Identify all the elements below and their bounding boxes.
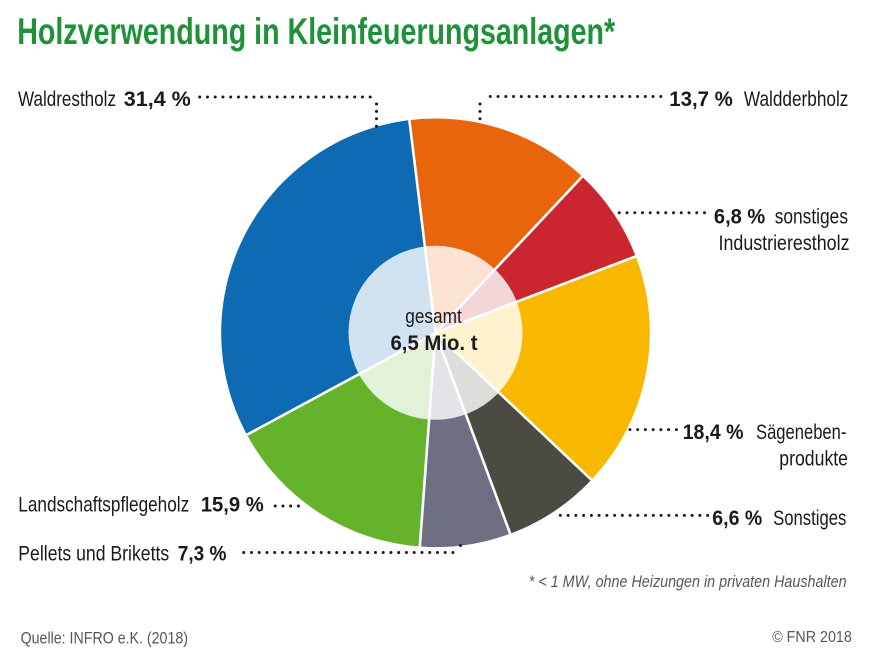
- svg-text:13,7 %: 13,7 %: [669, 88, 733, 111]
- svg-text:Waldrestholz: Waldrestholz: [18, 88, 116, 111]
- svg-text:Sägeneben-: Sägeneben-: [756, 421, 846, 444]
- svg-text:gesamt: gesamt: [405, 306, 462, 328]
- svg-text:* < 1 MW, ohne Heizungen in pr: * < 1 MW, ohne Heizungen in privaten Hau…: [529, 572, 847, 591]
- svg-text:Quelle: INFRO e.K. (2018): Quelle: INFRO e.K. (2018): [21, 629, 188, 648]
- svg-text:Pellets und Briketts: Pellets und Briketts: [18, 542, 169, 565]
- svg-text:sonstiges: sonstiges: [775, 206, 848, 229]
- svg-text:Industrierestholz: Industrierestholz: [719, 232, 850, 255]
- svg-text:6,6 %: 6,6 %: [712, 507, 762, 530]
- svg-text:6,8 %: 6,8 %: [714, 206, 766, 229]
- svg-text:18,4 %: 18,4 %: [683, 421, 744, 444]
- svg-text:Holzverwendung in Kleinfeuerun: Holzverwendung in Kleinfeuerungsanlagen*: [17, 11, 615, 52]
- svg-text:31,4 %: 31,4 %: [124, 88, 191, 111]
- svg-text:Landschaftspflegeholz: Landschaftspflegeholz: [18, 494, 189, 517]
- svg-text:15,9 %: 15,9 %: [201, 494, 264, 517]
- svg-text:Waldderbholz: Waldderbholz: [744, 88, 849, 111]
- svg-text:produkte: produkte: [779, 448, 848, 471]
- svg-text:Sonstiges: Sonstiges: [773, 507, 846, 530]
- svg-text:7,3 %: 7,3 %: [178, 542, 227, 565]
- svg-text:© FNR 2018: © FNR 2018: [772, 629, 852, 646]
- svg-text:6,5 Mio. t: 6,5 Mio. t: [391, 332, 478, 355]
